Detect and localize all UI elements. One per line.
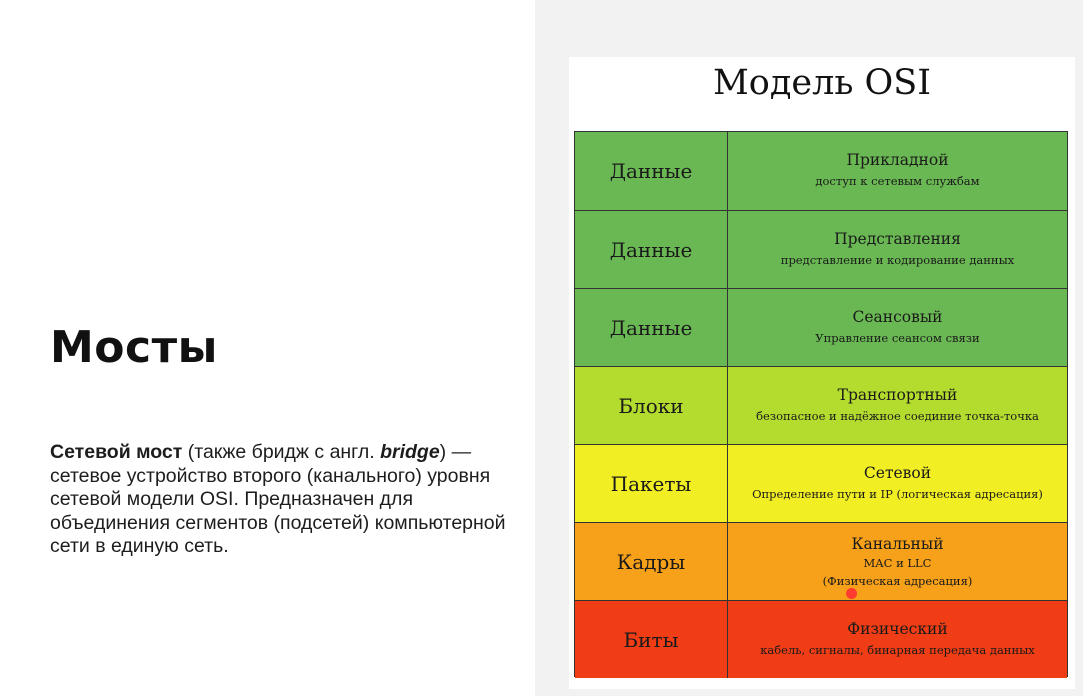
osi-row-session: Данные Сеансовый Управление сеансом связ… xyxy=(575,288,1067,366)
pdu-cell: Биты xyxy=(575,601,728,678)
layer-cell: Транспортный безопасное и надёжное соеди… xyxy=(728,367,1067,444)
layer-description: представление и кодирование данных xyxy=(780,252,1015,267)
layer-name: Прикладной xyxy=(846,151,949,169)
layer-description: кабель, сигналы, бинарная передача данны… xyxy=(760,642,1035,657)
layer-cell: Физический кабель, сигналы, бинарная пер… xyxy=(728,601,1067,678)
layer-description: безопасное и надёжное соединие точка-точ… xyxy=(756,408,1039,423)
osi-row-datalink: Кадры Канальный MAC и LLC (Физическая ад… xyxy=(575,522,1067,600)
layer-cell: Сетевой Определение пути и IP (логическа… xyxy=(728,445,1067,522)
layer-name: Сетевой xyxy=(863,463,932,482)
layer-description: Определение пути и IP (логическая адреса… xyxy=(752,486,1043,501)
pdu-cell: Блоки xyxy=(575,367,728,444)
layer-description: доступ к сетевым службам xyxy=(815,174,980,188)
pdu-cell: Данные xyxy=(575,289,728,366)
layer-cell: Представления представление и кодировани… xyxy=(728,211,1067,288)
description-term: Сетевой мост xyxy=(50,441,183,463)
osi-row-presentation: Данные Представления представление и код… xyxy=(575,210,1067,288)
pdu-cell: Данные xyxy=(575,211,728,288)
description-part2: ) — сетевое устройство второго (канально… xyxy=(50,441,506,557)
layer-name: Представления xyxy=(834,229,961,248)
pdu-cell: Пакеты xyxy=(575,445,728,522)
description-part1: (также бридж с англ. xyxy=(182,441,381,463)
osi-row-transport: Блоки Транспортный безопасное и надёжное… xyxy=(575,366,1067,444)
layer-cell: Канальный MAC и LLC (Физическая адресаци… xyxy=(728,523,1067,600)
osi-title: Модель OSI xyxy=(712,63,932,103)
osi-row-network: Пакеты Сетевой Определение пути и IP (ло… xyxy=(575,444,1067,522)
description-english-term: bridge xyxy=(380,441,440,463)
layer-name: Физический xyxy=(847,619,948,638)
layer-description: Управление сеансом связи xyxy=(815,330,980,345)
slide-title: Мосты xyxy=(50,322,218,373)
layer-name: Канальный xyxy=(851,534,944,553)
layer-name: Транспортный xyxy=(837,385,958,404)
layer-cell: Сеансовый Управление сеансом связи xyxy=(728,289,1067,366)
slide-description: Сетевой мост (также бридж с англ. bridge… xyxy=(50,441,530,559)
layer-description-extra: (Физическая адресация) xyxy=(822,573,973,588)
osi-table: Данные Прикладной доступ к сетевым служб… xyxy=(574,131,1068,678)
pdu-cell: Кадры xyxy=(575,523,728,600)
slide-text-area: Мосты Сетевой мост (также бридж с англ. … xyxy=(0,0,535,696)
layer-cell: Прикладной доступ к сетевым службам xyxy=(728,132,1067,210)
layer-description: MAC и LLC xyxy=(863,555,932,570)
pointer-dot-icon xyxy=(846,588,857,599)
layer-name: Сеансовый xyxy=(852,307,943,326)
osi-row-application: Данные Прикладной доступ к сетевым служб… xyxy=(575,132,1067,210)
osi-row-physical: Биты Физический кабель, сигналы, бинарна… xyxy=(575,600,1067,678)
pdu-cell: Данные xyxy=(575,132,728,210)
